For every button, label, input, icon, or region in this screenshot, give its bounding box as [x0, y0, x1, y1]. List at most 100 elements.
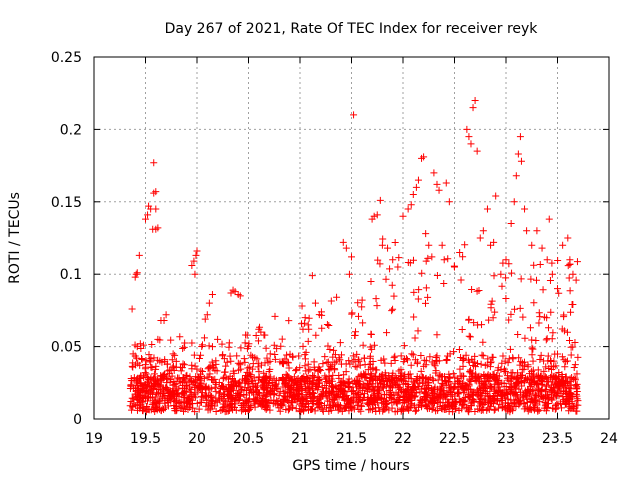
- data-point: [160, 317, 168, 325]
- data-point: [336, 405, 344, 413]
- data-point: [223, 387, 231, 395]
- data-point: [298, 391, 306, 399]
- data-point: [330, 384, 338, 392]
- data-point: [555, 369, 563, 377]
- data-point: [405, 382, 413, 390]
- data-point: [247, 371, 255, 379]
- data-point: [276, 407, 284, 415]
- data-point: [302, 348, 310, 356]
- data-point: [550, 363, 558, 371]
- data-point: [557, 404, 565, 412]
- data-point: [431, 362, 439, 370]
- data-point: [465, 133, 473, 141]
- data-point: [414, 176, 422, 184]
- x-axis-label: GPS time / hours: [292, 458, 409, 474]
- data-point: [544, 352, 552, 360]
- data-point: [388, 372, 396, 380]
- data-point: [487, 383, 495, 391]
- data-point: [276, 358, 284, 366]
- data-point: [176, 399, 184, 407]
- data-point: [514, 331, 522, 339]
- data-point: [206, 370, 214, 378]
- data-point: [524, 361, 532, 369]
- data-point: [206, 391, 214, 399]
- data-point: [389, 305, 397, 313]
- data-point: [411, 407, 419, 415]
- data-point: [390, 292, 398, 300]
- data-point: [433, 352, 441, 360]
- data-point: [490, 238, 498, 246]
- data-point: [394, 263, 402, 271]
- data-point: [411, 334, 419, 342]
- data-point: [150, 370, 158, 378]
- data-point: [283, 397, 291, 405]
- data-point: [321, 372, 329, 380]
- data-point: [505, 316, 513, 324]
- data-point: [370, 212, 378, 220]
- data-point: [231, 288, 239, 296]
- data-point: [364, 366, 372, 374]
- data-point: [148, 364, 156, 372]
- data-point: [542, 363, 550, 371]
- data-point: [482, 377, 490, 385]
- data-point: [202, 402, 210, 410]
- data-point: [262, 405, 270, 413]
- data-point: [130, 399, 138, 407]
- data-point: [154, 224, 162, 232]
- data-point: [545, 215, 553, 223]
- data-point: [535, 309, 543, 317]
- data-point: [412, 183, 420, 191]
- data-point: [512, 172, 520, 180]
- data-point: [533, 227, 541, 235]
- data-point: [353, 393, 361, 401]
- data-point: [189, 404, 197, 412]
- data-point: [206, 363, 214, 371]
- data-point: [535, 406, 543, 414]
- data-point: [512, 403, 520, 411]
- data-point: [542, 336, 550, 344]
- data-point: [489, 314, 497, 322]
- data-point: [280, 360, 288, 368]
- data-point: [244, 397, 252, 405]
- data-point: [256, 323, 264, 331]
- data-point: [286, 388, 294, 396]
- data-point: [308, 406, 316, 414]
- data-point: [226, 352, 234, 360]
- data-point: [545, 396, 553, 404]
- data-point: [491, 308, 499, 316]
- data-point: [190, 257, 198, 265]
- data-point: [220, 355, 228, 363]
- data-point: [345, 270, 353, 278]
- data-point: [491, 405, 499, 413]
- data-point: [532, 276, 540, 284]
- data-point: [509, 354, 517, 362]
- data-point: [409, 351, 417, 359]
- data-point: [549, 329, 557, 337]
- data-point: [348, 405, 356, 413]
- data-point: [211, 402, 219, 410]
- data-point: [385, 373, 393, 381]
- y-tick-label: 0.05: [51, 340, 82, 356]
- data-point: [131, 341, 139, 349]
- data-point: [325, 321, 333, 329]
- data-point: [144, 211, 152, 219]
- data-point: [560, 311, 568, 319]
- data-point: [421, 390, 429, 398]
- data-point: [198, 398, 206, 406]
- y-tick-label: 0: [73, 412, 82, 428]
- data-point: [270, 341, 278, 349]
- data-point: [205, 342, 213, 350]
- data-point: [236, 391, 244, 399]
- data-point: [220, 373, 228, 381]
- data-point: [567, 343, 575, 351]
- data-point: [305, 385, 313, 393]
- data-point: [245, 380, 253, 388]
- data-point: [552, 372, 560, 380]
- data-point: [424, 293, 432, 301]
- chart-title: Day 267 of 2021, Rate Of TEC Index for r…: [165, 21, 539, 37]
- data-point: [440, 256, 448, 264]
- data-point: [301, 362, 309, 370]
- data-point: [359, 319, 367, 327]
- data-point: [212, 388, 220, 396]
- data-point: [490, 406, 498, 414]
